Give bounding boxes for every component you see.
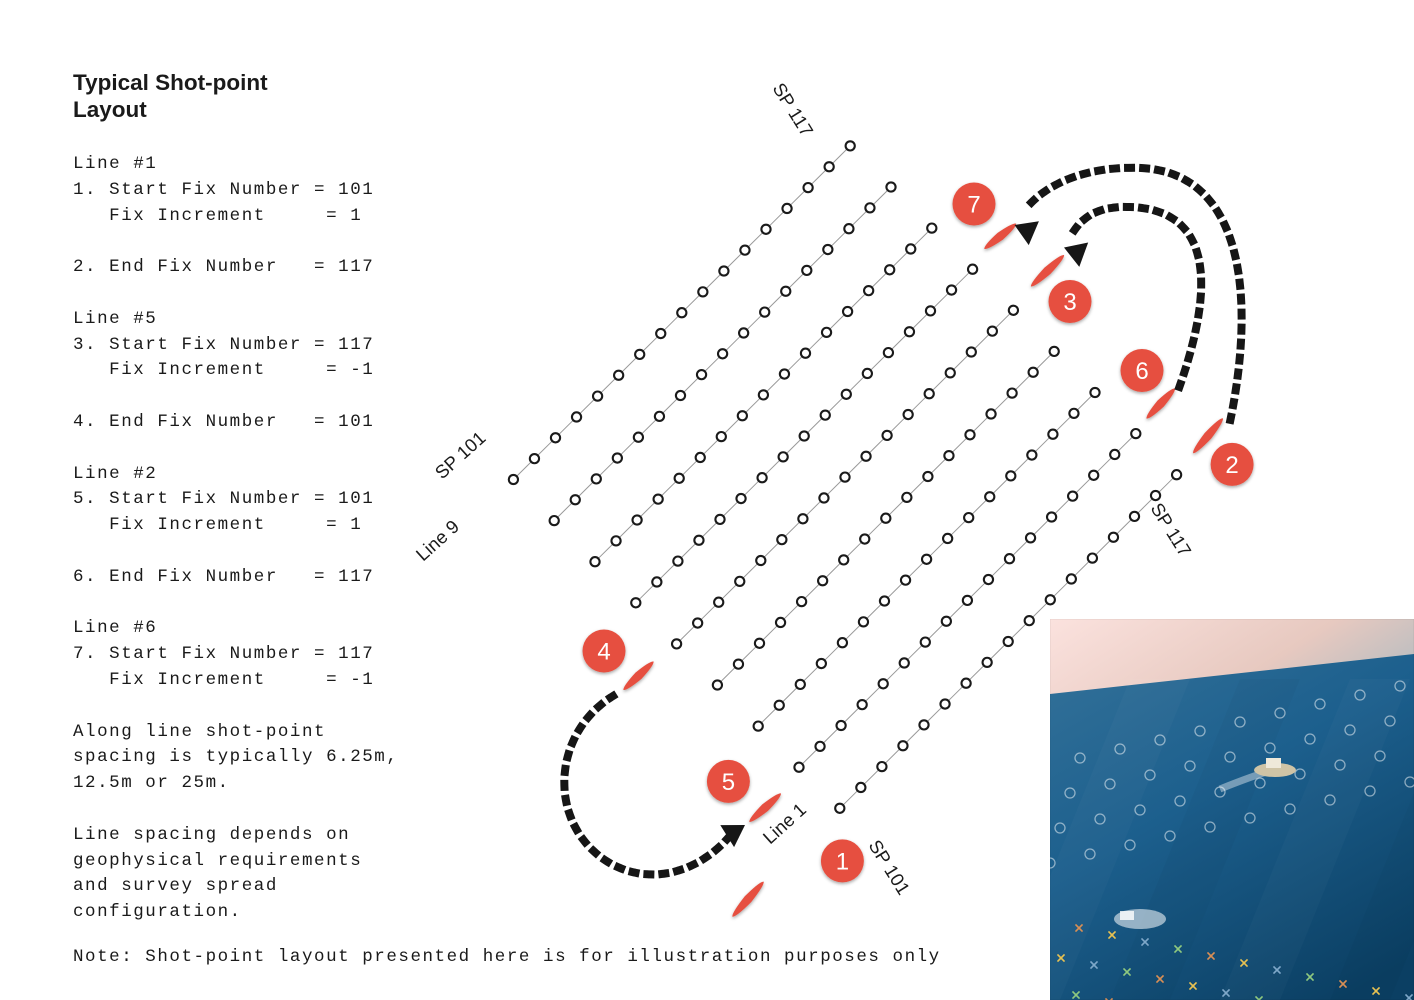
svg-text:SP 101: SP 101 <box>431 427 490 483</box>
svg-text:SP 101: SP 101 <box>865 836 915 898</box>
svg-text:7: 7 <box>967 192 980 219</box>
svg-text:1: 1 <box>836 848 849 875</box>
svg-text:Line 9: Line 9 <box>412 516 464 565</box>
svg-text:4: 4 <box>597 639 610 666</box>
svg-text:3: 3 <box>1063 289 1076 316</box>
svg-text:6: 6 <box>1135 358 1148 385</box>
svg-text:SP 117: SP 117 <box>769 79 818 140</box>
svg-text:SP 117: SP 117 <box>1147 499 1196 560</box>
svg-text:5: 5 <box>722 769 735 796</box>
svg-text:2: 2 <box>1225 452 1238 479</box>
